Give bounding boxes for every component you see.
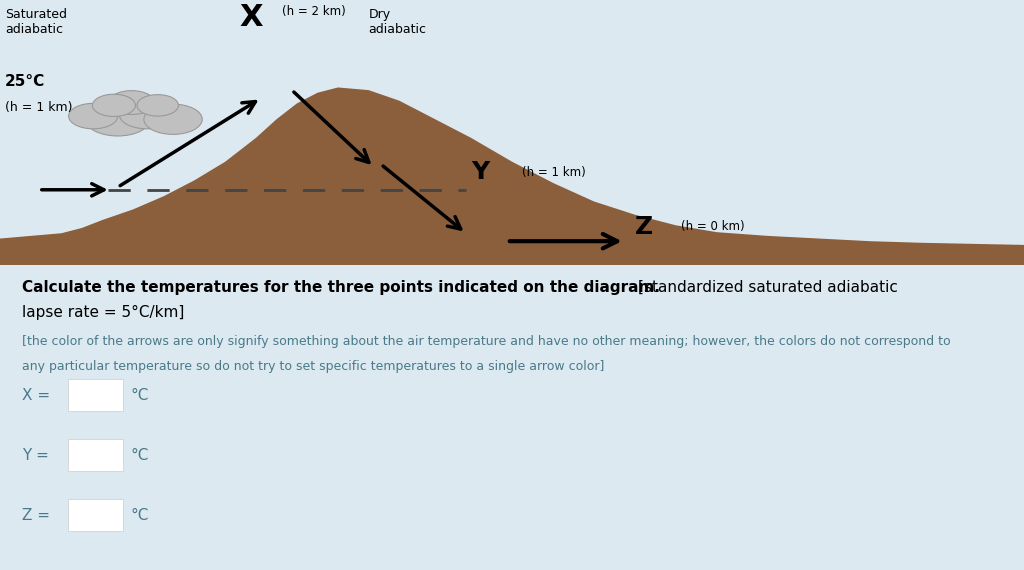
Circle shape: [69, 103, 118, 129]
Text: (h = 2 km): (h = 2 km): [282, 5, 345, 18]
Text: 25°C: 25°C: [5, 74, 45, 89]
Text: Y =: Y =: [22, 447, 49, 462]
FancyBboxPatch shape: [68, 379, 123, 411]
Text: Saturated
adiabatic: Saturated adiabatic: [5, 8, 68, 36]
Text: (h = 0 km): (h = 0 km): [681, 221, 744, 233]
Text: X =: X =: [22, 388, 50, 402]
Text: Z: Z: [635, 215, 653, 239]
Circle shape: [92, 94, 135, 116]
FancyBboxPatch shape: [68, 499, 123, 531]
Circle shape: [85, 103, 150, 136]
Circle shape: [120, 100, 174, 129]
Text: any particular temperature so do not try to set specific temperatures to a singl: any particular temperature so do not try…: [22, 360, 604, 373]
Text: Y: Y: [471, 160, 489, 184]
Text: [the color of the arrows are only signify something about the air temperature an: [the color of the arrows are only signif…: [22, 335, 950, 348]
Text: Dry
adiabatic: Dry adiabatic: [369, 8, 427, 36]
Circle shape: [143, 104, 203, 135]
Text: Z =: Z =: [22, 507, 50, 523]
Text: lapse rate = 5°C/km]: lapse rate = 5°C/km]: [22, 305, 184, 320]
Text: °C: °C: [131, 447, 150, 462]
Text: [standardized saturated adiabatic: [standardized saturated adiabatic: [638, 280, 898, 295]
Text: (h = 1 km): (h = 1 km): [5, 101, 73, 114]
Text: X: X: [240, 3, 262, 32]
Circle shape: [109, 91, 155, 115]
Text: °C: °C: [131, 388, 150, 402]
Polygon shape: [0, 87, 1024, 265]
Text: Calculate the temperatures for the three points indicated on the diagram.: Calculate the temperatures for the three…: [22, 280, 660, 295]
Circle shape: [137, 95, 178, 116]
Text: (h = 1 km): (h = 1 km): [522, 166, 586, 179]
FancyBboxPatch shape: [68, 439, 123, 471]
Text: °C: °C: [131, 507, 150, 523]
